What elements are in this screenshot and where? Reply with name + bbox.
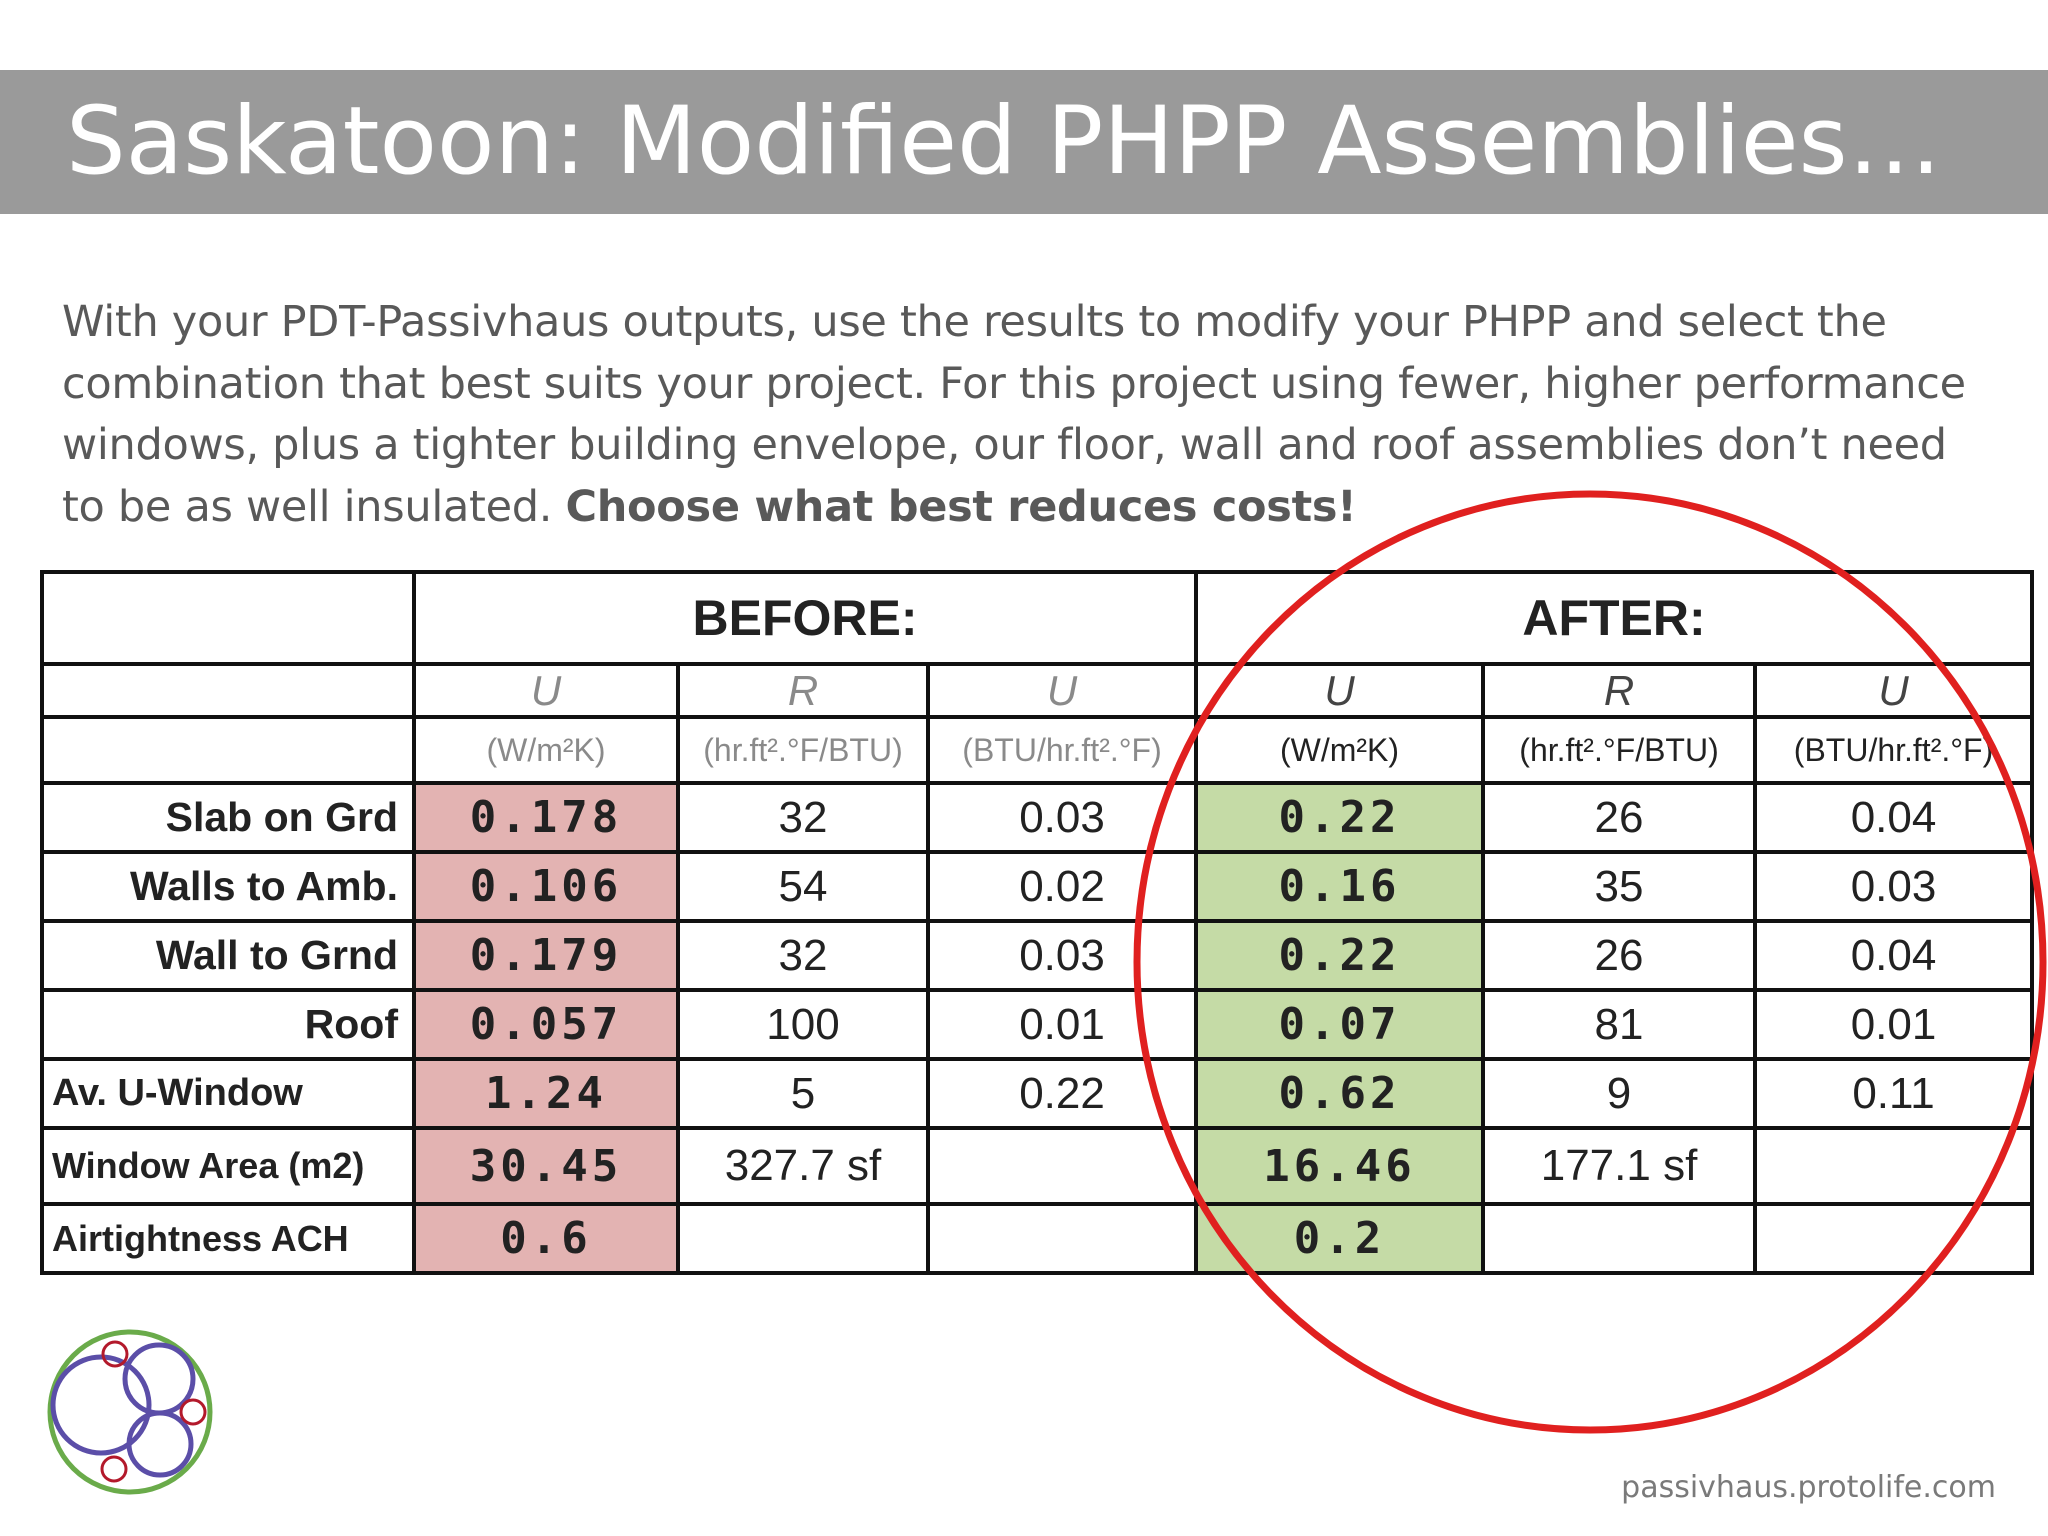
row-label: Walls to Amb. xyxy=(40,850,416,923)
table-row: Airtightness ACH 0.6 0.2 xyxy=(40,1202,2035,1275)
footer-url: passivhaus.protolife.com xyxy=(1621,1470,1996,1505)
after-u-value: 0.22 xyxy=(1194,919,1486,992)
after-u-imp-value: 0.04 xyxy=(1753,919,2035,992)
title-bar: Saskatoon: Modified PHPP Assemblies… xyxy=(0,70,2048,214)
after-r-value: 26 xyxy=(1481,919,1758,992)
before-u-imp-value xyxy=(925,1202,1199,1275)
after-r-value xyxy=(1481,1202,1758,1275)
table-row: Slab on Grd 0.178 32 0.03 0.22 26 0.04 xyxy=(40,781,2035,854)
after-u-value: 0.2 xyxy=(1194,1202,1486,1275)
intro-paragraph: With your PDT-Passivhaus outputs, use th… xyxy=(62,292,2002,538)
after-r-value: 26 xyxy=(1481,781,1758,854)
before-u-value: 0.057 xyxy=(412,988,680,1061)
corner-cell xyxy=(40,570,416,666)
before-u-imp-value: 0.03 xyxy=(925,781,1199,854)
before-u-value: 30.45 xyxy=(412,1126,680,1206)
slide-title: Saskatoon: Modified PHPP Assemblies… xyxy=(66,87,1942,196)
before-r-value xyxy=(676,1202,930,1275)
before-r-symbol: R xyxy=(676,662,930,719)
after-r-value: 177.1 sf xyxy=(1481,1126,1758,1206)
after-u-imp-symbol: U xyxy=(1753,662,2035,719)
after-u-value: 0.22 xyxy=(1194,781,1486,854)
row-label: Slab on Grd xyxy=(40,781,416,854)
table-row: Wall to Grnd 0.179 32 0.03 0.22 26 0.04 xyxy=(40,919,2035,992)
before-r-value: 100 xyxy=(676,988,930,1061)
before-u-value: 0.106 xyxy=(412,850,680,923)
before-r-unit: (hr.ft².°F/BTU) xyxy=(676,715,930,785)
before-u-imp-value: 0.03 xyxy=(925,919,1199,992)
row-label: Roof xyxy=(40,988,416,1061)
blank-cell xyxy=(40,662,416,719)
after-u-imp-value: 0.01 xyxy=(1753,988,2035,1061)
before-u-imp-symbol: U xyxy=(925,662,1199,719)
intro-text: With your PDT-Passivhaus outputs, use th… xyxy=(62,297,1966,532)
row-label: Window Area (m2) xyxy=(40,1126,416,1206)
before-u-imp-value: 0.02 xyxy=(925,850,1199,923)
before-r-value: 32 xyxy=(676,781,930,854)
after-u-imp-value: 0.03 xyxy=(1753,850,2035,923)
before-r-value: 54 xyxy=(676,850,930,923)
after-u-imp-value: 0.11 xyxy=(1753,1057,2035,1130)
before-u-value: 0.179 xyxy=(412,919,680,992)
intro-emphasis: Choose what best reduces costs! xyxy=(565,481,1357,532)
table-row: Walls to Amb. 0.106 54 0.02 0.16 35 0.03 xyxy=(40,850,2035,923)
after-u-imp-unit: (BTU/hr.ft².°F) xyxy=(1753,715,2035,785)
assemblies-table: BEFORE: AFTER: U R U U R U (W/m²K) (hr.f… xyxy=(40,570,2035,1275)
after-si-unit: (W/m²K) xyxy=(1194,715,1486,785)
blank-cell xyxy=(40,715,416,785)
before-u-imp-value xyxy=(925,1126,1199,1206)
after-r-symbol: R xyxy=(1481,662,1758,719)
symbol-header-row: U R U U R U xyxy=(40,662,2035,719)
before-u-imp-value: 0.01 xyxy=(925,988,1199,1061)
unit-header-row: (W/m²K) (hr.ft².°F/BTU) (BTU/hr.ft².°F) … xyxy=(40,715,2035,785)
after-r-value: 35 xyxy=(1481,850,1758,923)
table-row: Av. U-Window 1.24 5 0.22 0.62 9 0.11 xyxy=(40,1057,2035,1130)
after-u-imp-value: 0.04 xyxy=(1753,781,2035,854)
row-label: Airtightness ACH xyxy=(40,1202,416,1275)
after-r-value: 81 xyxy=(1481,988,1758,1061)
after-u-value: 16.46 xyxy=(1194,1126,1486,1206)
logo-icon xyxy=(47,1329,213,1495)
before-u-imp-unit: (BTU/hr.ft².°F) xyxy=(925,715,1199,785)
row-label: Av. U-Window xyxy=(40,1057,416,1130)
after-header: AFTER: xyxy=(1194,570,2035,666)
before-u-value: 1.24 xyxy=(412,1057,680,1130)
table-row: Roof 0.057 100 0.01 0.07 81 0.01 xyxy=(40,988,2035,1061)
row-label: Wall to Grnd xyxy=(40,919,416,992)
after-r-value: 9 xyxy=(1481,1057,1758,1130)
before-u-value: 0.178 xyxy=(412,781,680,854)
before-r-value: 5 xyxy=(676,1057,930,1130)
after-u-symbol: U xyxy=(1194,662,1486,719)
after-u-value: 0.07 xyxy=(1194,988,1486,1061)
before-header: BEFORE: xyxy=(411,570,1199,666)
before-r-value: 32 xyxy=(676,919,930,992)
before-u-value: 0.6 xyxy=(412,1202,680,1275)
before-si-unit: (W/m²K) xyxy=(412,715,680,785)
before-u-imp-value: 0.22 xyxy=(925,1057,1199,1130)
table-row: Window Area (m2) 30.45 327.7 sf 16.46 17… xyxy=(40,1126,2035,1206)
after-u-value: 0.62 xyxy=(1194,1057,1486,1130)
after-u-imp-value xyxy=(1753,1202,2035,1275)
before-u-symbol: U xyxy=(412,662,680,719)
after-u-imp-value xyxy=(1753,1126,2035,1206)
group-header-row: BEFORE: AFTER: xyxy=(40,570,2035,666)
after-r-unit: (hr.ft².°F/BTU) xyxy=(1481,715,1758,785)
after-u-value: 0.16 xyxy=(1194,850,1486,923)
before-r-value: 327.7 sf xyxy=(676,1126,930,1206)
